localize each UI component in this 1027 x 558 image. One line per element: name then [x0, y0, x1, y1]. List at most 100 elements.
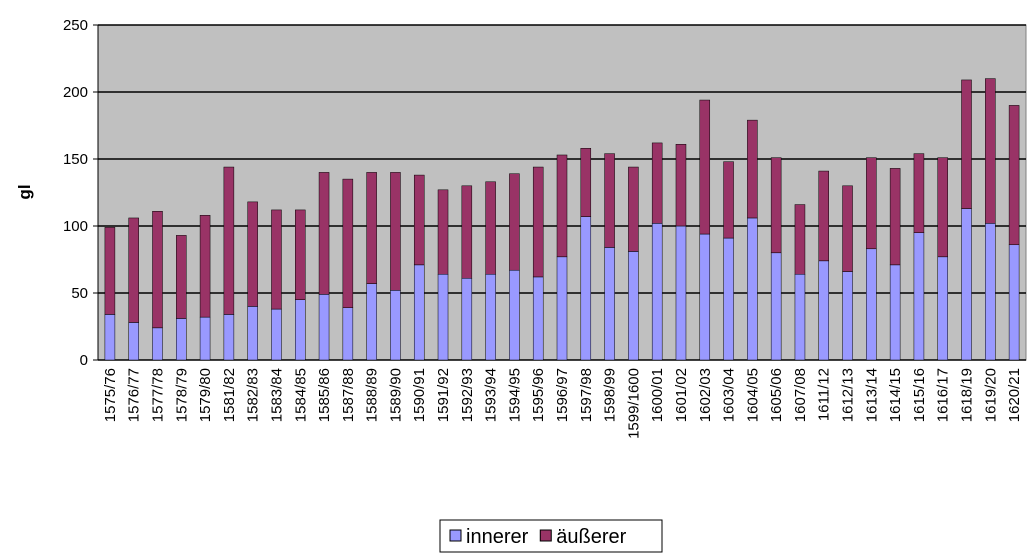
- x-tick-label: 1583/84: [268, 368, 285, 422]
- x-tick-label: 1575/76: [102, 368, 119, 422]
- bar-segment: [152, 327, 163, 361]
- bar-segment: [818, 260, 829, 361]
- bar-segment: [199, 316, 211, 361]
- bar-segment: [366, 172, 377, 284]
- bar-segment: [223, 314, 235, 361]
- bar-segment: [1008, 244, 1020, 361]
- bar-segment: [128, 322, 139, 361]
- legend-label: äußerer: [556, 526, 626, 548]
- bar-segment: [556, 256, 568, 361]
- bar-segment: [556, 154, 568, 258]
- bar-segment: [390, 290, 401, 361]
- bar-segment: [699, 99, 711, 235]
- bar-segment: [247, 306, 258, 361]
- bar-segment: [651, 142, 663, 224]
- x-tick-label: 1615/16: [911, 368, 928, 422]
- bar-segment: [223, 166, 235, 315]
- x-tick-label: 1590/91: [411, 368, 428, 422]
- bar-segment: [152, 211, 163, 329]
- x-tick-label: 1616/17: [935, 368, 952, 422]
- legend-label: innerer: [466, 526, 529, 548]
- x-tick-label: 1600/01: [649, 368, 666, 422]
- bar-segment: [794, 273, 806, 361]
- bar-segment: [104, 227, 116, 315]
- bar-segment: [985, 78, 996, 224]
- bar-segment: [271, 209, 282, 310]
- y-tick-label: 250: [63, 17, 88, 34]
- bar-segment: [318, 172, 330, 295]
- bar-segment: [366, 283, 377, 361]
- bar-segment: [723, 237, 734, 361]
- x-tick-label: 1591/92: [435, 368, 452, 422]
- bar-segment: [675, 144, 687, 227]
- bar-segment: [532, 276, 544, 361]
- x-tick-label: 1596/97: [554, 368, 571, 422]
- bar-segment: [461, 185, 473, 279]
- bar-segment: [295, 299, 306, 361]
- y-axis-label: gl: [15, 184, 34, 199]
- bar-segment: [628, 251, 639, 361]
- y-tick-label: 200: [63, 84, 88, 101]
- x-tick-label: 1588/89: [364, 368, 381, 422]
- x-tick-label: 1581/82: [221, 368, 238, 422]
- y-tick-label: 150: [63, 151, 88, 168]
- bar-segment: [485, 273, 496, 361]
- bar-segment: [961, 208, 972, 361]
- x-tick-label: 1584/85: [292, 368, 309, 422]
- bar-segment: [390, 172, 401, 291]
- x-tick-label: 1576/77: [126, 368, 143, 422]
- x-tick-label: 1618/19: [959, 368, 976, 422]
- x-tick-label: 1594/95: [506, 368, 523, 422]
- x-tick-label: 1611/12: [816, 368, 833, 421]
- bar-segment: [509, 269, 520, 361]
- bar-segment: [985, 223, 996, 361]
- bar-segment: [866, 248, 877, 361]
- x-tick-label: 1582/83: [245, 368, 262, 422]
- bar-segment: [128, 217, 139, 323]
- bar-segment: [342, 307, 354, 361]
- x-tick-label: 1614/15: [887, 368, 904, 422]
- bar-segment: [913, 232, 925, 361]
- bar-segment: [628, 166, 639, 252]
- bar-segment: [818, 170, 829, 262]
- y-tick-label: 50: [71, 285, 88, 302]
- bar-segment: [437, 273, 449, 361]
- x-tick-label: 1602/03: [697, 368, 714, 422]
- x-tick-label: 1585/86: [316, 368, 333, 422]
- x-tick-label: 1578/79: [173, 368, 190, 422]
- bar-segment: [937, 256, 948, 361]
- y-tick-label: 100: [63, 218, 88, 235]
- x-tick-label: 1619/20: [982, 368, 999, 422]
- bar-segment: [794, 204, 806, 275]
- bar-segment: [770, 157, 782, 254]
- bar-segment: [199, 215, 211, 318]
- bar-segment: [937, 157, 948, 258]
- bar-segment: [247, 201, 258, 307]
- bar-segment: [866, 157, 877, 250]
- bar-segment: [604, 153, 615, 248]
- x-tick-label: 1579/80: [197, 368, 214, 422]
- bar-segment: [747, 217, 758, 361]
- x-tick-label: 1613/14: [863, 368, 880, 422]
- bar-segment: [176, 318, 187, 361]
- bar-segment: [271, 308, 282, 361]
- bar-segment: [318, 294, 330, 361]
- x-tick-label: 1604/05: [744, 368, 761, 422]
- bar-segment: [770, 252, 782, 361]
- x-tick-label: 1607/08: [792, 368, 809, 422]
- bar-segment: [747, 119, 758, 219]
- bar-segment: [580, 148, 592, 217]
- x-tick-label: 1598/99: [602, 368, 619, 422]
- x-tick-label: 1589/90: [387, 368, 404, 422]
- bar-segment: [1008, 105, 1020, 246]
- x-tick-label: 1592/93: [459, 368, 476, 422]
- bar-segment: [295, 209, 306, 300]
- bar-segment: [532, 166, 544, 278]
- bar-segment: [509, 173, 520, 271]
- bar-segment: [580, 216, 592, 361]
- x-tick-label: 1601/02: [673, 368, 690, 422]
- bar-segment: [675, 225, 687, 361]
- bar-segment: [842, 271, 853, 361]
- bar-segment: [485, 181, 496, 275]
- x-tick-label: 1593/94: [483, 368, 500, 422]
